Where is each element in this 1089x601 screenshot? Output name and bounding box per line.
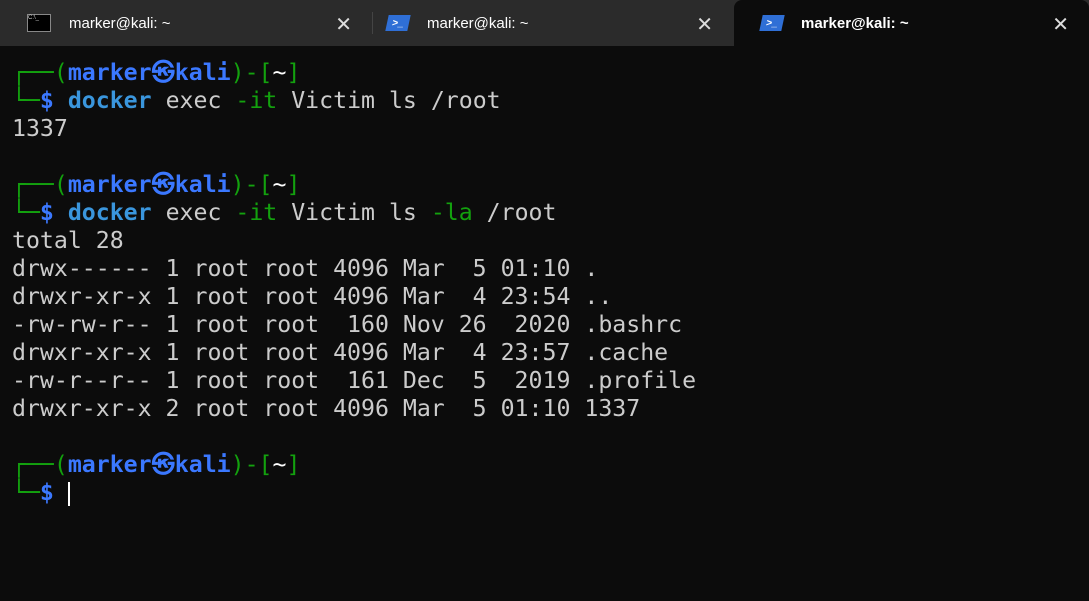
terminal-text: └─ — [12, 199, 40, 226]
terminal-text: └─ — [12, 479, 40, 506]
powershell-icon: >_ — [385, 15, 411, 31]
terminal-text: ┌──( — [12, 59, 68, 86]
terminal-text: docker — [67, 199, 152, 226]
terminal-text: )-[ — [230, 171, 273, 198]
terminal-text: ┌──( — [12, 171, 68, 198]
terminal-line — [12, 143, 696, 171]
terminal-text: Victim ls — [277, 199, 431, 226]
terminal-text: drwxr-xr-x 1 root root 4096 Mar 4 23:54 … — [12, 283, 613, 310]
terminal-text: -it — [235, 199, 278, 226]
tab-title: marker@kali: ~ — [69, 14, 171, 32]
terminal-text: ~ — [272, 451, 287, 478]
tab-title: marker@kali: ~ — [427, 14, 529, 32]
terminal-line: ┌──(marker㉿kali)-[~] — [12, 451, 696, 479]
terminal-line: total 28 — [12, 227, 696, 255]
text-cursor — [67, 481, 70, 506]
terminal-text: ] — [286, 171, 301, 198]
terminal-text: Victim ls /root — [277, 87, 501, 114]
tab-divider — [372, 12, 373, 34]
terminal-text: exec — [151, 199, 236, 226]
tab-title: marker@kali: ~ — [801, 14, 909, 32]
powershell-icon: >_ — [759, 15, 785, 31]
terminal-text: $ — [39, 199, 68, 226]
terminal-line: drwxr-xr-x 1 root root 4096 Mar 4 23:57 … — [12, 339, 696, 367]
terminal-line: └─$ docker exec -it Victim ls /root — [12, 87, 696, 115]
terminal-text: -it — [235, 87, 278, 114]
terminal-line: drwxr-xr-x 1 root root 4096 Mar 4 23:54 … — [12, 283, 696, 311]
terminal-line: 1337 — [12, 115, 696, 143]
terminal-text: └─ — [12, 87, 40, 114]
terminal-line — [12, 423, 696, 451]
terminal-text: -la — [430, 199, 473, 226]
terminal-text: marker㉿kali — [67, 451, 231, 478]
terminal-line: -rw-rw-r-- 1 root root 160 Nov 26 2020 .… — [12, 311, 696, 339]
terminal-text: ] — [286, 451, 301, 478]
terminal-text: -rw-rw-r-- 1 root root 160 Nov 26 2020 .… — [12, 311, 683, 338]
terminal-text: 1337 — [12, 115, 68, 142]
terminal-text: /root — [472, 199, 557, 226]
tab-2[interactable]: >_ marker@kali: ~ ✕ — [360, 0, 733, 46]
close-icon[interactable]: ✕ — [335, 14, 352, 36]
cmd-icon: C:\_ — [27, 14, 51, 32]
terminal-text: $ — [39, 87, 68, 114]
terminal-text: )-[ — [230, 59, 273, 86]
tab-1[interactable]: C:\_ marker@kali: ~ ✕ — [0, 0, 372, 46]
terminal-line: ┌──(marker㉿kali)-[~] — [12, 171, 696, 199]
terminal-text: -rw-r--r-- 1 root root 161 Dec 5 2019 .p… — [12, 367, 697, 394]
terminal-line: └─$ docker exec -it Victim ls -la /root — [12, 199, 696, 227]
terminal-line: drwxr-xr-x 2 root root 4096 Mar 5 01:10 … — [12, 395, 696, 423]
terminal-text: drwxr-xr-x 1 root root 4096 Mar 4 23:57 … — [12, 339, 669, 366]
terminal-text: marker㉿kali — [67, 59, 231, 86]
terminal-text: exec — [151, 87, 236, 114]
terminal-text: drwx------ 1 root root 4096 Mar 5 01:10 … — [12, 255, 599, 282]
terminal-output[interactable]: ┌──(marker㉿kali)-[~] └─$ docker exec -it … — [12, 59, 696, 507]
terminal-text: ~ — [272, 59, 287, 86]
terminal-line: └─$ — [12, 479, 696, 507]
terminal-text: ] — [286, 59, 301, 86]
terminal-line: drwx------ 1 root root 4096 Mar 5 01:10 … — [12, 255, 696, 283]
close-icon[interactable]: ✕ — [1052, 14, 1069, 36]
tab-3-active[interactable]: >_ marker@kali: ~ ✕ — [734, 0, 1089, 46]
terminal-text: docker — [67, 87, 152, 114]
terminal-text: ┌──( — [12, 451, 68, 478]
terminal-text: )-[ — [230, 451, 273, 478]
terminal-text: ~ — [272, 171, 287, 198]
close-icon[interactable]: ✕ — [696, 14, 713, 36]
terminal-line: ┌──(marker㉿kali)-[~] — [12, 59, 696, 87]
tab-bar: C:\_ marker@kali: ~ ✕ >_ marker@kali: ~ … — [0, 0, 1089, 46]
terminal-text: marker㉿kali — [67, 171, 231, 198]
terminal-line: -rw-r--r-- 1 root root 161 Dec 5 2019 .p… — [12, 367, 696, 395]
terminal-text: drwxr-xr-x 2 root root 4096 Mar 5 01:10 … — [12, 395, 641, 422]
terminal-text: $ — [39, 479, 54, 506]
terminal-text: total 28 — [12, 227, 124, 254]
